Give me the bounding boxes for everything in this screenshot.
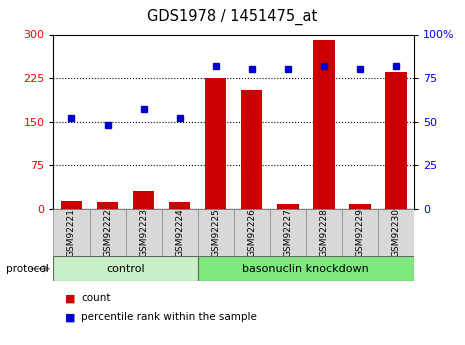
Text: GSM92225: GSM92225 [211,208,220,257]
Text: protocol: protocol [6,264,49,274]
Bar [198,256,414,281]
Bar [241,90,262,209]
Text: basonuclin knockdown: basonuclin knockdown [242,264,369,274]
Bar [126,209,162,257]
Text: GSM92222: GSM92222 [103,208,112,257]
Bar [342,209,378,257]
Text: control: control [106,264,145,274]
Text: percentile rank within the sample: percentile rank within the sample [81,313,257,322]
Bar [349,204,371,209]
Text: GSM92226: GSM92226 [247,208,256,257]
Text: GSM92223: GSM92223 [139,208,148,257]
Text: GSM92227: GSM92227 [283,208,292,257]
Bar [97,202,118,209]
Text: GSM92229: GSM92229 [355,208,364,257]
Bar [198,209,233,257]
Bar [60,200,82,209]
Bar [378,209,414,257]
Bar [385,72,406,209]
Text: GSM92230: GSM92230 [392,208,400,257]
Text: GSM92224: GSM92224 [175,208,184,257]
Bar [306,209,342,257]
Bar [169,202,191,209]
Bar [133,191,154,209]
Bar [270,209,306,257]
Bar [205,78,226,209]
Bar [234,209,270,257]
Text: GDS1978 / 1451475_at: GDS1978 / 1451475_at [147,9,318,25]
Bar [313,40,334,209]
Text: GSM92228: GSM92228 [319,208,328,257]
Bar [277,204,299,209]
Text: GSM92221: GSM92221 [67,208,76,257]
Bar [53,256,198,281]
Bar [162,209,198,257]
Bar [53,209,89,257]
Text: ■: ■ [65,313,76,322]
Bar [89,209,126,257]
Text: ■: ■ [65,294,76,303]
Text: count: count [81,294,111,303]
